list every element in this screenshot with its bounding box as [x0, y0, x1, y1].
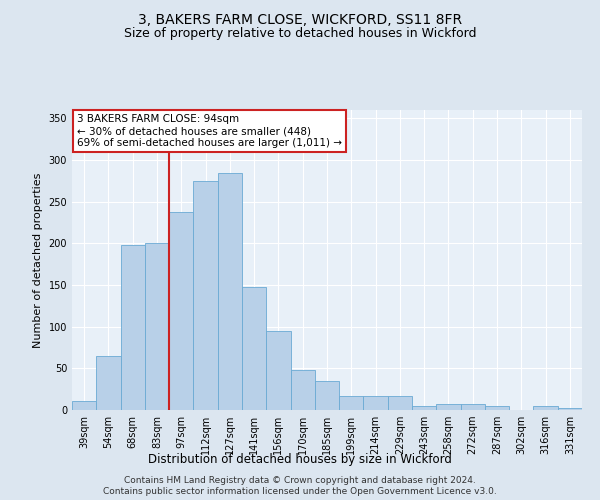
Bar	[121, 245, 145, 410]
Text: Contains HM Land Registry data © Crown copyright and database right 2024.: Contains HM Land Registry data © Crown c…	[124, 476, 476, 485]
Text: 3 BAKERS FARM CLOSE: 94sqm
← 30% of detached houses are smaller (448)
69% of sem: 3 BAKERS FARM CLOSE: 94sqm ← 30% of deta…	[77, 114, 342, 148]
Bar	[193, 181, 218, 410]
Bar	[72, 401, 96, 410]
Bar	[339, 396, 364, 410]
Bar	[533, 406, 558, 410]
Bar	[169, 212, 193, 410]
Bar	[315, 381, 339, 410]
Bar	[218, 172, 242, 410]
Bar	[485, 406, 509, 410]
Bar	[364, 396, 388, 410]
Text: Size of property relative to detached houses in Wickford: Size of property relative to detached ho…	[124, 28, 476, 40]
Bar	[412, 406, 436, 410]
Bar	[388, 396, 412, 410]
Y-axis label: Number of detached properties: Number of detached properties	[33, 172, 43, 348]
Text: Distribution of detached houses by size in Wickford: Distribution of detached houses by size …	[148, 452, 452, 466]
Bar	[461, 404, 485, 410]
Bar	[436, 404, 461, 410]
Bar	[242, 286, 266, 410]
Text: 3, BAKERS FARM CLOSE, WICKFORD, SS11 8FR: 3, BAKERS FARM CLOSE, WICKFORD, SS11 8FR	[138, 12, 462, 26]
Bar	[96, 356, 121, 410]
Bar	[266, 331, 290, 410]
Bar	[558, 408, 582, 410]
Bar	[290, 370, 315, 410]
Text: Contains public sector information licensed under the Open Government Licence v3: Contains public sector information licen…	[103, 488, 497, 496]
Bar	[145, 244, 169, 410]
